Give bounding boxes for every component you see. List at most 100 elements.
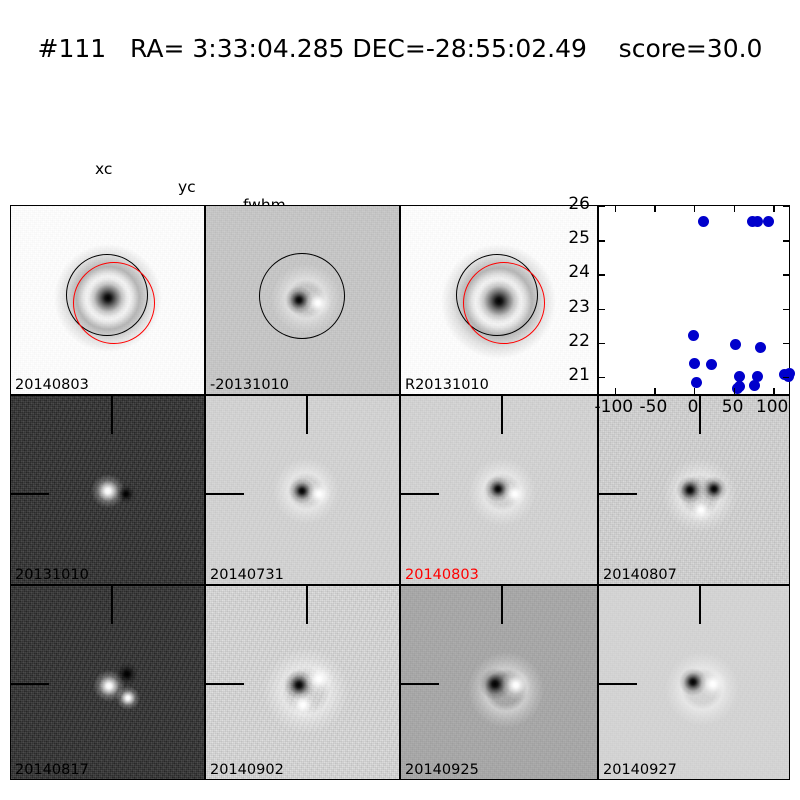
y-tick	[783, 240, 789, 242]
col-xc: xc	[95, 160, 113, 178]
cutout-panel-epoch-20131010[interactable]: 20131010	[10, 395, 205, 585]
crosshair-tick-vertical	[306, 586, 308, 624]
y-tick	[599, 376, 605, 379]
panel-label: 20140902	[210, 762, 284, 778]
aperture-circle-red	[73, 262, 155, 344]
cutout-panel-epoch-20140817[interactable]: 20140817	[10, 585, 205, 780]
residual-positive	[91, 474, 125, 508]
x-tick	[694, 388, 696, 394]
cutout-panel-epoch-20140731[interactable]: 20140731	[205, 395, 400, 585]
crosshair-tick-vertical	[501, 396, 503, 434]
x-tick-label: -50	[639, 397, 668, 417]
x-tick	[733, 206, 735, 212]
residual-negative	[485, 476, 511, 502]
image-noise	[206, 586, 399, 779]
x-tick	[733, 388, 735, 394]
source-halo	[661, 652, 743, 726]
source-halo	[268, 458, 344, 524]
residual-positive	[93, 670, 125, 702]
residual-negative	[679, 668, 707, 696]
y-tick	[599, 240, 605, 242]
cutout-panel-negative-ref[interactable]: -20131010	[205, 205, 400, 395]
residual-negative	[289, 478, 315, 504]
crosshair-tick-vertical	[699, 586, 701, 624]
residual-positive	[503, 482, 527, 506]
residual-negative-2	[701, 476, 727, 502]
crosshair-tick-horizontal	[11, 683, 49, 685]
y-tick-label: 25	[568, 228, 590, 249]
y-tick	[599, 308, 605, 310]
residual-negative	[115, 484, 137, 504]
scatter-point	[698, 215, 709, 227]
cutout-panel-epoch-20140927[interactable]: 20140927	[598, 585, 790, 780]
cutout-panel-epoch-20140803[interactable]: 20140803	[400, 395, 598, 585]
y-tick	[783, 206, 789, 208]
x-tick	[694, 206, 696, 212]
scatter-point	[762, 215, 774, 227]
y-tick	[599, 206, 605, 208]
x-tick	[773, 206, 775, 212]
x-tick-label: 0	[687, 397, 699, 417]
aperture-circle-black	[66, 254, 148, 336]
scatter-point	[734, 371, 746, 383]
cutout-panel-epoch-20140902[interactable]: 20140902	[205, 585, 400, 780]
cutout-panel-epoch-20140807[interactable]: 20140807	[598, 395, 790, 585]
crosshair-tick-horizontal	[11, 493, 49, 495]
residual-positive	[501, 670, 531, 700]
scatter-point	[733, 380, 745, 392]
image-noise	[206, 396, 399, 584]
aperture-circle-black	[259, 253, 345, 339]
residual-positive	[307, 482, 331, 506]
crosshair-tick-horizontal	[206, 493, 244, 495]
aperture-circle-black	[456, 254, 538, 336]
x-tick	[614, 388, 617, 394]
image-noise	[11, 586, 204, 779]
scatter-point	[705, 359, 717, 371]
panel-label-text: 20140807	[603, 567, 677, 583]
panel-label: 20140925	[405, 762, 479, 778]
lightcurve-scatter-plot[interactable]	[598, 205, 795, 395]
crosshair-tick-horizontal	[206, 683, 244, 685]
x-tick	[654, 206, 656, 212]
residual-negative	[285, 286, 313, 314]
source-halo	[258, 648, 354, 734]
residual-negative	[479, 668, 511, 700]
y-tick	[599, 274, 605, 276]
source-halo	[463, 652, 549, 728]
residual-positive	[304, 664, 334, 694]
residual-positive	[683, 498, 719, 522]
cutout-panel-epoch-20140925[interactable]: 20140925	[400, 585, 598, 780]
residual-positive	[305, 290, 331, 316]
x-tick	[654, 388, 656, 394]
residual-negative	[115, 662, 139, 686]
y-tick	[783, 274, 789, 276]
residual-positive-2	[286, 692, 320, 718]
scatter-point	[748, 379, 760, 391]
residual-positive-2	[111, 686, 145, 710]
crosshair-tick-vertical	[111, 586, 113, 624]
crosshair-tick-vertical	[111, 396, 113, 434]
scatter-point	[687, 330, 699, 342]
panel-label: 20140803	[405, 567, 479, 583]
crosshair-tick-vertical	[501, 586, 503, 624]
panel-label: 20140807	[603, 567, 677, 583]
x-tick-label: -100	[594, 397, 634, 417]
scatter-point	[690, 376, 702, 388]
x-tick	[614, 206, 617, 212]
point-source	[83, 273, 133, 323]
scatter-point	[688, 358, 700, 370]
source-halo	[54, 244, 162, 352]
y-tick-label: 24	[568, 262, 590, 283]
crosshair-tick-horizontal	[599, 493, 637, 495]
image-noise	[401, 586, 597, 779]
source-halo	[266, 264, 346, 334]
y-tick-label: 21	[568, 364, 590, 385]
image-noise	[599, 586, 789, 779]
panel-label: 20140803	[15, 377, 89, 393]
y-tick-label: 22	[568, 330, 590, 351]
x-tick	[773, 388, 775, 394]
residual-negative	[675, 476, 705, 504]
y-tick	[783, 376, 789, 379]
cutout-panel-new-science[interactable]: 20140803	[10, 205, 205, 395]
